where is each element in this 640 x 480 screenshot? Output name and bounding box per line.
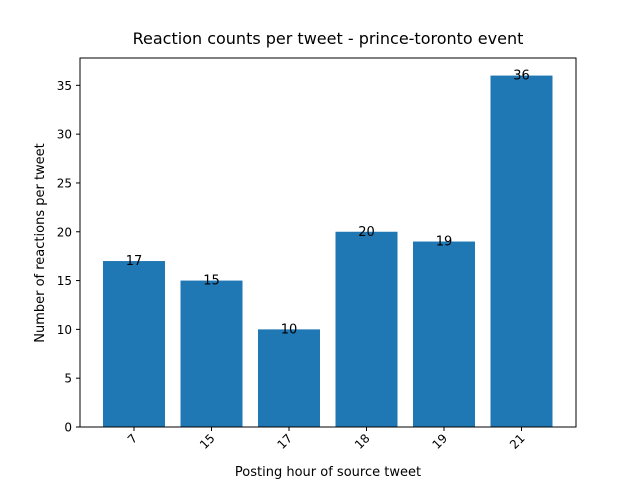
y-tick-label-15: 15 bbox=[57, 274, 72, 288]
y-axis-label: Number of reactions per tweet bbox=[33, 143, 48, 343]
plot-frame bbox=[79, 57, 577, 428]
bar-18 bbox=[335, 231, 398, 427]
x-tick-label-18: 18 bbox=[352, 431, 373, 452]
y-axis: 0 5 10 15 20 25 30 35 bbox=[57, 79, 80, 435]
y-tick-label-10: 10 bbox=[57, 323, 72, 337]
chart-title: Reaction counts per tweet - prince-toron… bbox=[133, 29, 524, 48]
data-label-15: 15 bbox=[203, 274, 220, 289]
x-tick-label-17: 17 bbox=[274, 431, 295, 452]
y-tick-label-25: 25 bbox=[57, 176, 72, 190]
data-label-7: 17 bbox=[126, 254, 143, 269]
x-tick-label-21: 21 bbox=[507, 431, 528, 452]
data-label-18: 20 bbox=[358, 225, 375, 240]
x-axis-label: Posting hour of source tweet bbox=[235, 465, 421, 480]
bar-17 bbox=[258, 329, 320, 427]
y-tick-label-35: 35 bbox=[57, 79, 72, 93]
x-axis: 7 15 17 18 19 21 bbox=[125, 427, 528, 452]
bar-19 bbox=[413, 241, 475, 427]
x-tick-label-15: 15 bbox=[197, 431, 218, 452]
x-tick-label-19: 19 bbox=[429, 431, 450, 452]
y-tick-label-30: 30 bbox=[57, 128, 72, 142]
bar-7 bbox=[103, 261, 165, 427]
data-labels-group: 17 15 10 20 19 36 bbox=[126, 69, 530, 338]
data-label-17: 10 bbox=[281, 322, 298, 337]
y-tick-label-20: 20 bbox=[57, 225, 72, 239]
x-tick-label-7: 7 bbox=[125, 431, 140, 446]
data-label-19: 19 bbox=[436, 235, 453, 250]
bar-15 bbox=[180, 280, 243, 427]
data-label-21: 36 bbox=[513, 69, 530, 84]
y-tick-label-0: 0 bbox=[64, 421, 72, 435]
y-tick-label-5: 5 bbox=[64, 372, 72, 386]
bars-group bbox=[103, 75, 553, 428]
bar-21 bbox=[490, 75, 553, 428]
